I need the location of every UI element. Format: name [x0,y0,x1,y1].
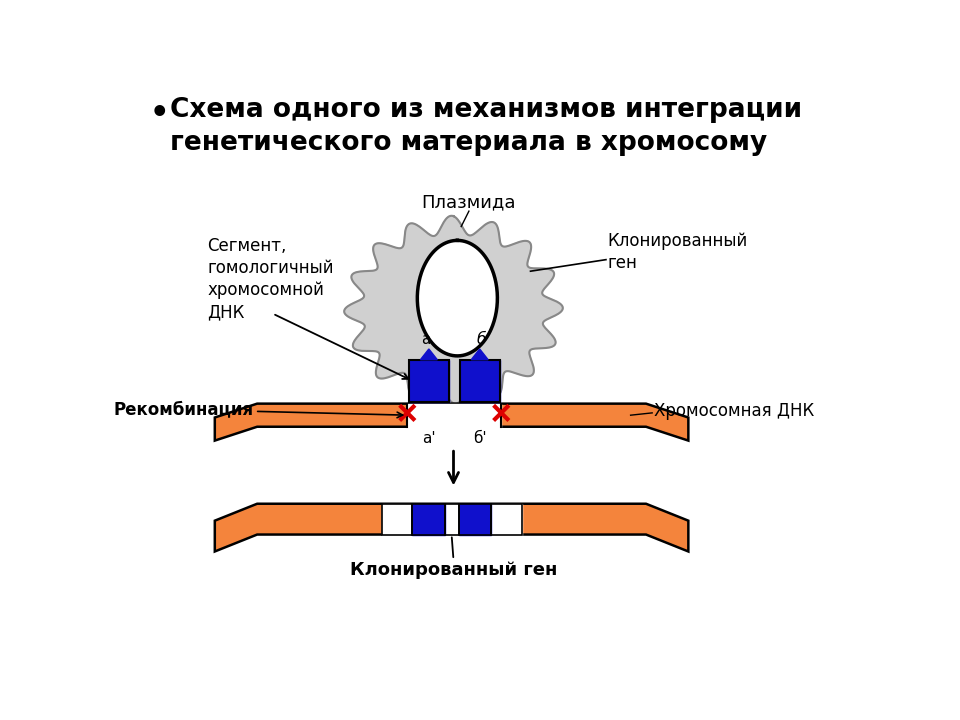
Bar [444,504,459,534]
Bar [491,504,521,534]
Text: б: б [476,333,486,348]
Text: а': а' [422,431,436,446]
Bar [459,504,491,534]
Text: Сегмент,
гомологичный
хромосомной
ДНК: Сегмент, гомологичный хромосомной ДНК [207,237,334,321]
Text: а: а [421,333,430,348]
Bar [491,504,521,534]
Polygon shape [215,504,688,552]
Polygon shape [215,404,688,441]
Polygon shape [345,216,563,404]
Bar [412,504,444,534]
Bar [407,404,501,427]
Polygon shape [420,349,438,360]
Text: б': б' [473,431,487,446]
Text: Рекомбинация: Рекомбинация [113,400,253,418]
Bar [409,360,449,402]
Text: Плазмида: Плазмида [421,193,516,211]
Text: Хромосомная ДНК: Хромосомная ДНК [654,402,814,420]
Bar [381,504,412,534]
Bar [412,504,444,534]
Bar [381,504,412,534]
Bar [459,504,491,534]
Polygon shape [418,240,497,356]
Bar [409,360,449,402]
Text: Клонированный ген: Клонированный ген [349,562,557,580]
Text: Клонированный
ген: Клонированный ген [608,232,748,272]
Polygon shape [471,349,488,360]
Bar [460,360,500,402]
Text: Схема одного из механизмов интеграции
генетического материала в хромосому: Схема одного из механизмов интеграции ге… [170,97,803,156]
Bar [460,360,500,402]
Bar [444,504,459,534]
Text: •: • [150,99,169,128]
